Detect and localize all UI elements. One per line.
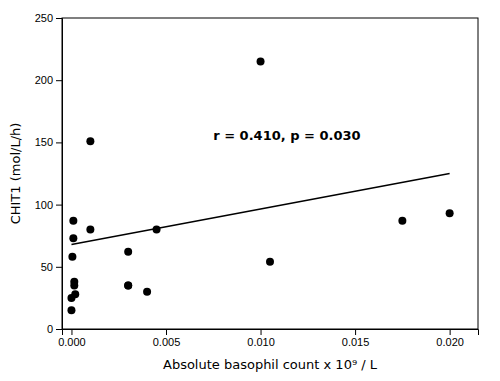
plot-frame: [62, 18, 478, 329]
point: [71, 290, 79, 298]
point: [70, 278, 78, 286]
point: [124, 248, 132, 256]
y-tick: 50: [41, 261, 62, 273]
point: [143, 288, 151, 296]
chart: 0.000 0.005 0.010 0.015 0.020 0 50 100 150 200 250…: [0, 0, 500, 381]
y-axis: 0 50 100 150 200 250: [35, 12, 63, 335]
point: [266, 258, 274, 266]
y-tick-label: 100: [35, 199, 53, 211]
x-axis: 0.000 0.005 0.010 0.015 0.020: [58, 329, 478, 348]
point: [124, 281, 132, 289]
x-tick: 0.000: [58, 329, 86, 348]
y-tick-mark: [56, 142, 62, 143]
x-tick-mark: [355, 329, 356, 335]
y-axis-title: CHIT1 (mol/L/h): [8, 123, 23, 225]
regression-line: [71, 174, 449, 245]
y-tick-mark: [56, 205, 62, 206]
x-tick-label: 0.015: [342, 336, 370, 348]
x-tick-label: 0.010: [247, 336, 275, 348]
y-tick-label: 50: [41, 261, 53, 273]
y-tick: 200: [35, 74, 62, 86]
x-tick: 0.020: [436, 329, 464, 348]
x-tick: 0.015: [342, 329, 370, 348]
y-tick: 0: [47, 323, 62, 335]
point: [398, 217, 406, 225]
x-tick-label: 0.020: [436, 336, 464, 348]
point: [124, 281, 132, 289]
x-tick-mark: [261, 329, 262, 335]
point: [86, 137, 94, 145]
point: [68, 253, 76, 261]
y-tick-label: 0: [47, 323, 53, 335]
point: [257, 58, 265, 66]
x-tick-mark: [450, 329, 451, 335]
x-axis-title: Absolute basophil count x 10⁹ / L: [163, 357, 378, 372]
x-tick-mark: [166, 329, 167, 335]
point: [67, 306, 75, 314]
x-axis-line: [63, 330, 479, 336]
point: [153, 225, 161, 233]
y-tick-label: 150: [35, 136, 53, 148]
point: [69, 217, 77, 225]
point: [69, 234, 77, 242]
marks: [67, 58, 453, 315]
y-tick-mark: [56, 18, 62, 19]
y-tick: 150: [35, 136, 62, 148]
y-tick: 250: [35, 12, 62, 24]
y-tick-mark: [56, 329, 62, 330]
x-tick: 0.010: [247, 329, 275, 348]
y-tick-mark: [56, 80, 62, 81]
y-tick-label: 200: [35, 74, 53, 86]
y-tick-label: 250: [35, 12, 53, 24]
x-tick: 0.005: [153, 329, 181, 348]
y-tick-mark: [56, 267, 62, 268]
point: [446, 209, 454, 217]
y-axis-line: [56, 19, 63, 330]
y-tick: 100: [35, 199, 62, 211]
annotation: r = 0.410, p = 0.030: [213, 128, 360, 143]
x-tick-mark: [71, 329, 72, 335]
points: [67, 58, 453, 315]
plot: 0.000 0.005 0.010 0.015 0.020 0 50 100 150 200 250…: [35, 12, 479, 348]
x-tick-label: 0.000: [58, 336, 86, 348]
x-tick-label: 0.005: [153, 336, 181, 348]
point: [86, 225, 94, 233]
